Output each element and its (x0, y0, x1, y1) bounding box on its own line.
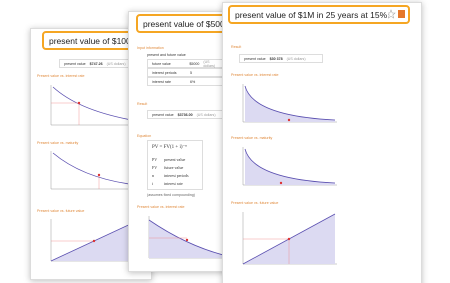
result-label: present value (152, 112, 174, 117)
meaning: future value (164, 165, 184, 170)
query-title: present value of $1000 (42, 31, 134, 50)
equation-row: FV future value (152, 165, 183, 170)
input-row: future value $5000 (US dollars) (147, 59, 227, 68)
section-title: Result (137, 102, 148, 106)
meaning: present value (164, 157, 186, 162)
result-value: $30 378 (269, 56, 283, 61)
result-label: present value (64, 61, 86, 66)
section-title: Present value vs. interest rate (231, 73, 279, 77)
section-title: Present value vs. interest rate (137, 205, 185, 209)
result-row: present value $747.26 (US dollars) (59, 59, 131, 68)
section-title: Present value vs. future value (37, 209, 85, 213)
result-value: $3736.00 (177, 112, 193, 117)
section-title: Equation (137, 134, 152, 138)
field-label: interest rate (152, 79, 171, 84)
equation-row: i interest rate (152, 181, 183, 186)
meaning: interest rate (164, 181, 183, 186)
equation-row: PV present value (152, 157, 185, 162)
field-unit: (US dollars) (203, 59, 216, 68)
result-label: present value (244, 56, 266, 61)
formula: PV = FV(1 + i)⁻ⁿ (152, 145, 187, 150)
note: (assumes fixed compounding) (147, 193, 195, 197)
plot (242, 212, 337, 265)
result-row: present value $3736.00 (US dollars) (147, 110, 227, 119)
section-title: Present value vs. maturity (231, 136, 273, 140)
section-title: Input information (137, 46, 164, 50)
symbol: i (152, 181, 154, 186)
symbol: n (152, 173, 154, 178)
section-title: Present value vs. future value (231, 201, 279, 205)
result-unit: (US dollars) (196, 112, 216, 117)
plot (148, 216, 229, 259)
table-caption: present and future value (147, 53, 186, 57)
section-title: Result (231, 45, 242, 49)
field-label: future value (152, 61, 171, 66)
plot (242, 147, 337, 186)
section-title: Present value vs. maturity (37, 141, 79, 145)
plot (50, 85, 139, 126)
plot (50, 151, 139, 190)
symbol: PV (152, 157, 158, 162)
equation-row: n interest periods (152, 173, 189, 178)
plot (242, 84, 337, 123)
field-value: 5 (190, 70, 192, 75)
card: Result present value $30 378 (US dollars… (222, 2, 422, 283)
field-label: interest periods (152, 70, 177, 75)
query-title: present value of $1M in 25 years at 15% (228, 5, 410, 24)
field-value: $5000 (189, 61, 200, 66)
meaning: interest periods (164, 173, 189, 178)
result-value: $747.26 (89, 61, 103, 66)
symbol: FV (152, 165, 158, 170)
result-unit: (US dollars) (286, 56, 306, 61)
title-icons (388, 9, 405, 19)
section-title: Present value vs. interest rate (37, 74, 85, 78)
input-row: interest rate 6% (147, 77, 227, 86)
field-value: 6% (190, 79, 196, 84)
equation-box: PV = FV(1 + i)⁻ⁿ PV present value FV future… (147, 140, 203, 190)
input-row: interest periods 5 (147, 68, 227, 77)
result-unit: (US dollars) (106, 61, 126, 66)
result-row: present value $30 378 (US dollars) (239, 54, 323, 63)
